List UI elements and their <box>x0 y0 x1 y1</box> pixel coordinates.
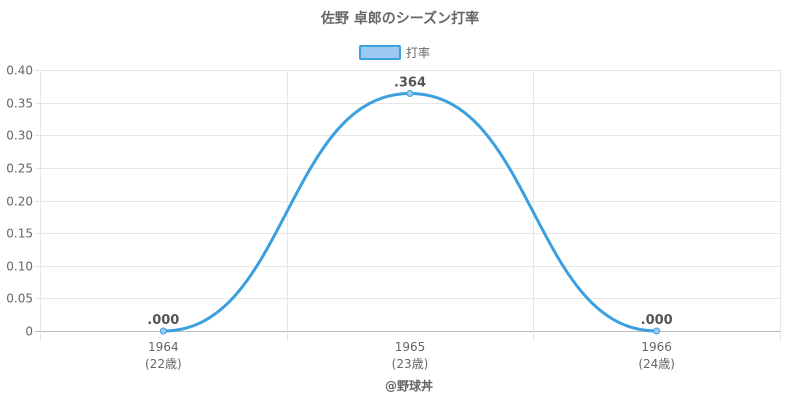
x-tick-sublabel: (24歳) <box>638 357 675 371</box>
x-tick-sublabel: (23歳) <box>392 357 429 371</box>
data-point <box>653 327 661 335</box>
series-batting-avg <box>159 89 661 335</box>
data-point <box>159 327 167 335</box>
data-label: .000 <box>641 313 673 328</box>
grid-lines <box>35 70 781 341</box>
legend-swatch-batting-avg <box>359 45 401 60</box>
x-tick-label: 1965 <box>395 340 426 354</box>
y-tick-label: 0.10 <box>6 260 33 274</box>
y-tick-label: 0.40 <box>6 64 33 78</box>
series-line <box>161 91 659 333</box>
data-label: .364 <box>394 75 426 90</box>
y-tick-label: 0.35 <box>6 97 33 111</box>
chart-title: 佐野 卓郎のシーズン打率 <box>320 10 479 27</box>
y-tick-label: 0.30 <box>6 129 33 143</box>
footer-credit: @野球丼 <box>385 378 433 393</box>
legend-label: 打率 <box>406 45 430 60</box>
y-tick-label: 0.20 <box>6 195 33 209</box>
legend[interactable]: 打率 <box>359 45 430 60</box>
x-tick-label: 1964 <box>148 340 179 354</box>
data-point <box>406 89 414 97</box>
y-tick-label: 0.15 <box>6 227 33 241</box>
y-tick-label: 0.25 <box>6 162 33 176</box>
data-labels: .000 .364 .000 <box>147 75 672 328</box>
y-tick-label: 0.05 <box>6 292 33 306</box>
y-tick-label: 0 <box>25 325 33 339</box>
x-tick-label: 1966 <box>641 340 672 354</box>
data-label: .000 <box>147 313 179 328</box>
axes: 0 0.05 0.10 0.15 0.20 0.25 0.30 0.35 0.40 1964 (22… <box>6 64 675 372</box>
x-tick-sublabel: (22歳) <box>145 357 182 371</box>
